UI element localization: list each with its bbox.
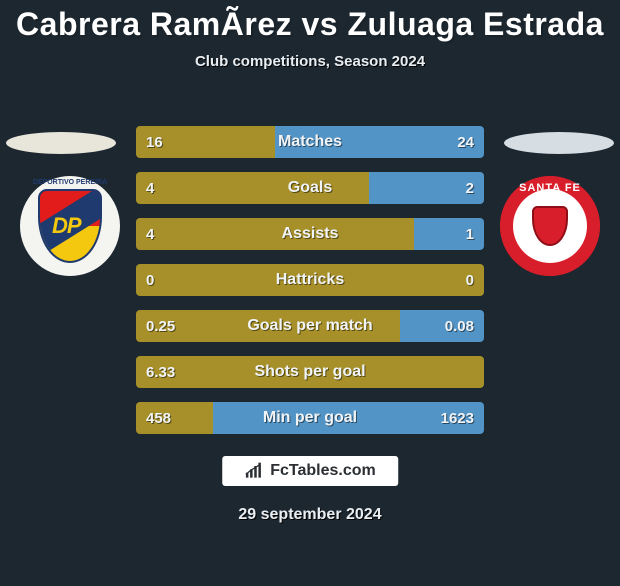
stat-value-right: 2 [456,172,484,204]
team-badge-right: SANTA FE [500,176,600,276]
stat-row: Hattricks0 0 [136,264,484,296]
stat-value-right: 1 [456,218,484,250]
pereira-shield-icon: DP [38,189,102,263]
date-line: 29 september 2024 [0,506,620,524]
stat-row: Assists4 1 [136,218,484,250]
page-title: Cabrera RamÃ­rez vs Zuluaga Estrada [0,6,620,43]
stat-value-left: 16 [136,126,173,158]
brand-text: FcTables.com [270,462,376,480]
stat-value-left: 0.25 [136,310,185,342]
ellipse-right [504,132,614,154]
stat-value-left: 458 [136,402,181,434]
pereira-crest: DEPORTIVO PEREIRA DP [32,181,108,271]
subtitle: Club competitions, Season 2024 [0,53,620,70]
stat-row: Goals per match0.25 0.08 [136,310,484,342]
stat-value-left: 4 [136,218,164,250]
stats-bars: Matches1624Goals42Assists41Hattricks00Go… [136,126,484,448]
stat-value-right: 0.08 [435,310,484,342]
stat-row: Matches16 24 [136,126,484,158]
pereira-dp-text: DP [52,213,81,239]
stat-value-right [464,356,484,388]
santafe-crest: SANTA FE [500,176,600,276]
stat-label: Assists [136,218,484,250]
stat-value-left: 0 [136,264,164,296]
stat-value-right: 24 [447,126,484,158]
stat-label: Goals [136,172,484,204]
stat-label: Hattricks [136,264,484,296]
team-badge-left: DEPORTIVO PEREIRA DP [20,176,120,276]
stat-label: Goals per match [136,310,484,342]
stat-label: Shots per goal [136,356,484,388]
stat-row: Goals4 2 [136,172,484,204]
brand-badge[interactable]: FcTables.com [222,456,398,486]
stat-value-right: 0 [456,264,484,296]
stat-row: Shots per goal6.33 [136,356,484,388]
ellipse-left [6,132,116,154]
stat-value-left: 6.33 [136,356,185,388]
santafe-shield-icon [532,206,568,246]
pereira-arc-text: DEPORTIVO PEREIRA [30,179,110,186]
stat-value-right: 1623 [431,402,484,434]
stat-value-left: 4 [136,172,164,204]
stat-row: Min per goal4581623 [136,402,484,434]
stat-label: Matches [136,126,484,158]
chart-icon [244,462,264,480]
